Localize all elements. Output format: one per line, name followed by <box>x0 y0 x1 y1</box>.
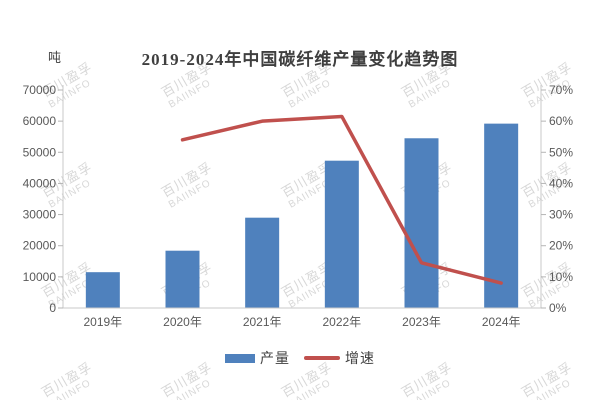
left-axis-tick-label: 30000 <box>23 208 57 222</box>
right-axis-tick-label: 0% <box>549 301 567 315</box>
legend-label-production: 产量 <box>260 352 290 367</box>
x-axis-label: 2024年 <box>482 315 521 329</box>
right-axis-tick-label: 70% <box>549 83 573 97</box>
chart-title: 2019-2024年中国碳纤维产量变化趋势图 <box>141 50 459 69</box>
bar-2023年 <box>404 138 439 308</box>
x-axis-label: 2021年 <box>243 315 282 329</box>
bar-2021年 <box>245 217 280 308</box>
right-axis-tick-label: 10% <box>549 270 573 284</box>
growth-line <box>180 114 503 285</box>
x-axis-label: 2019年 <box>83 315 122 329</box>
left-axis-tick-label: 40000 <box>23 176 57 190</box>
x-axis-label: 2020年 <box>163 315 202 329</box>
left-axis-tick-label: 0 <box>49 301 56 315</box>
right-axis-tick-label: 50% <box>549 145 573 159</box>
right-axis-tick-label: 30% <box>549 208 573 222</box>
left-axis-unit-label: 吨 <box>48 50 62 65</box>
left-axis-tick-label: 20000 <box>23 239 57 253</box>
right-axis-tick-label: 60% <box>549 114 573 128</box>
left-axis-tick-label: 70000 <box>23 83 57 97</box>
x-axis-label: 2022年 <box>322 315 361 329</box>
legend-item-growth: 增速 <box>304 348 375 368</box>
bar-2019年 <box>85 272 120 308</box>
left-axis-tick-label: 60000 <box>23 114 57 128</box>
left-axis-tick-label: 50000 <box>23 145 57 159</box>
bar-2020年 <box>165 250 200 308</box>
legend: 产量 增速 <box>0 348 600 368</box>
legend-bar-swatch-icon <box>225 353 255 363</box>
left-axis-tick-label: 10000 <box>23 270 57 284</box>
bar-2024年 <box>484 123 519 309</box>
right-axis-tick-label: 40% <box>549 176 573 190</box>
x-axis-label: 2023年 <box>402 315 441 329</box>
legend-line-swatch-icon <box>304 356 340 360</box>
right-axis-tick-label: 20% <box>549 239 573 253</box>
bar-2022年 <box>324 160 359 308</box>
legend-label-growth: 增速 <box>345 352 375 367</box>
legend-item-production: 产量 <box>225 348 290 368</box>
